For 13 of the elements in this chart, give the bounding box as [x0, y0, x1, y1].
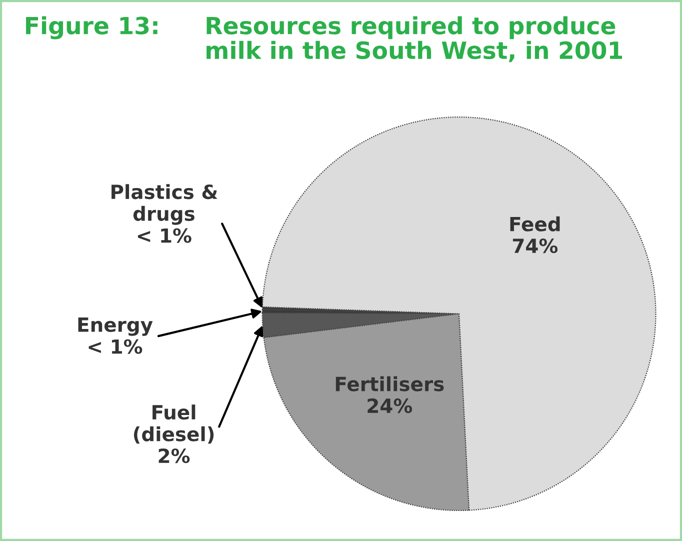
caption: Figure 13:	[26, 16, 158, 40]
slice-label: Energy	[78, 318, 153, 336]
slice-label: Fertilisers	[336, 376, 444, 392]
data-label: 2%	[158, 448, 190, 464]
data-label: < 1%	[88, 339, 142, 354]
data-label: 24%	[368, 398, 412, 414]
slice-label: Plastics & drugs	[112, 184, 218, 225]
pie-slice	[262, 116, 656, 511]
data-label: 74%	[512, 238, 558, 254]
slice-label: Fuel (diesel)	[134, 404, 214, 444]
chart-title: Resources required to produce milk in the South West, in 2001	[206, 16, 622, 62]
data-label: < 1%	[138, 228, 192, 243]
slice-label: Feed	[510, 216, 560, 232]
